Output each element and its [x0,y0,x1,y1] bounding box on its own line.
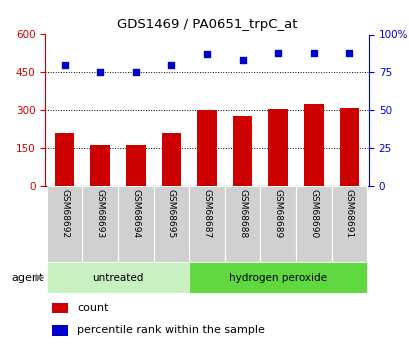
Point [132,70,139,75]
Bar [232,116,252,186]
Bar [260,186,295,262]
Bar [47,186,82,262]
Text: untreated: untreated [92,273,144,283]
Point [274,50,281,56]
Bar [82,186,118,262]
Point [97,70,103,75]
Bar [197,110,216,186]
Bar [295,186,331,262]
Point [239,58,245,63]
Text: GSM68695: GSM68695 [166,189,175,238]
Text: GSM68687: GSM68687 [202,189,211,238]
Point [61,62,68,68]
Bar [118,186,153,262]
Text: GSM68690: GSM68690 [308,189,317,238]
Point [203,51,210,57]
Point [168,62,174,68]
Text: GSM68693: GSM68693 [96,189,105,238]
Bar [339,108,358,186]
Text: hydrogen peroxide: hydrogen peroxide [229,273,326,283]
Bar [52,325,67,336]
Text: GSM68692: GSM68692 [60,189,69,238]
Text: percentile rank within the sample: percentile rank within the sample [77,325,265,335]
Bar [331,186,366,262]
Bar [268,109,287,186]
Bar [224,186,260,262]
Point [310,50,316,56]
Bar [47,262,189,293]
Text: count: count [77,303,109,313]
Text: agent: agent [11,273,44,283]
Point [345,50,352,56]
Text: GSM68689: GSM68689 [273,189,282,238]
Text: GSM68691: GSM68691 [344,189,353,238]
Title: GDS1469 / PA0651_trpC_at: GDS1469 / PA0651_trpC_at [117,18,297,31]
Bar [55,133,74,186]
Bar [189,262,366,293]
Bar [161,133,181,186]
Bar [153,186,189,262]
Bar [126,145,145,186]
Bar [90,145,110,186]
Bar [303,104,323,186]
Bar [52,303,67,313]
Text: GSM68694: GSM68694 [131,189,140,238]
Bar [189,186,224,262]
Text: GSM68688: GSM68688 [238,189,247,238]
